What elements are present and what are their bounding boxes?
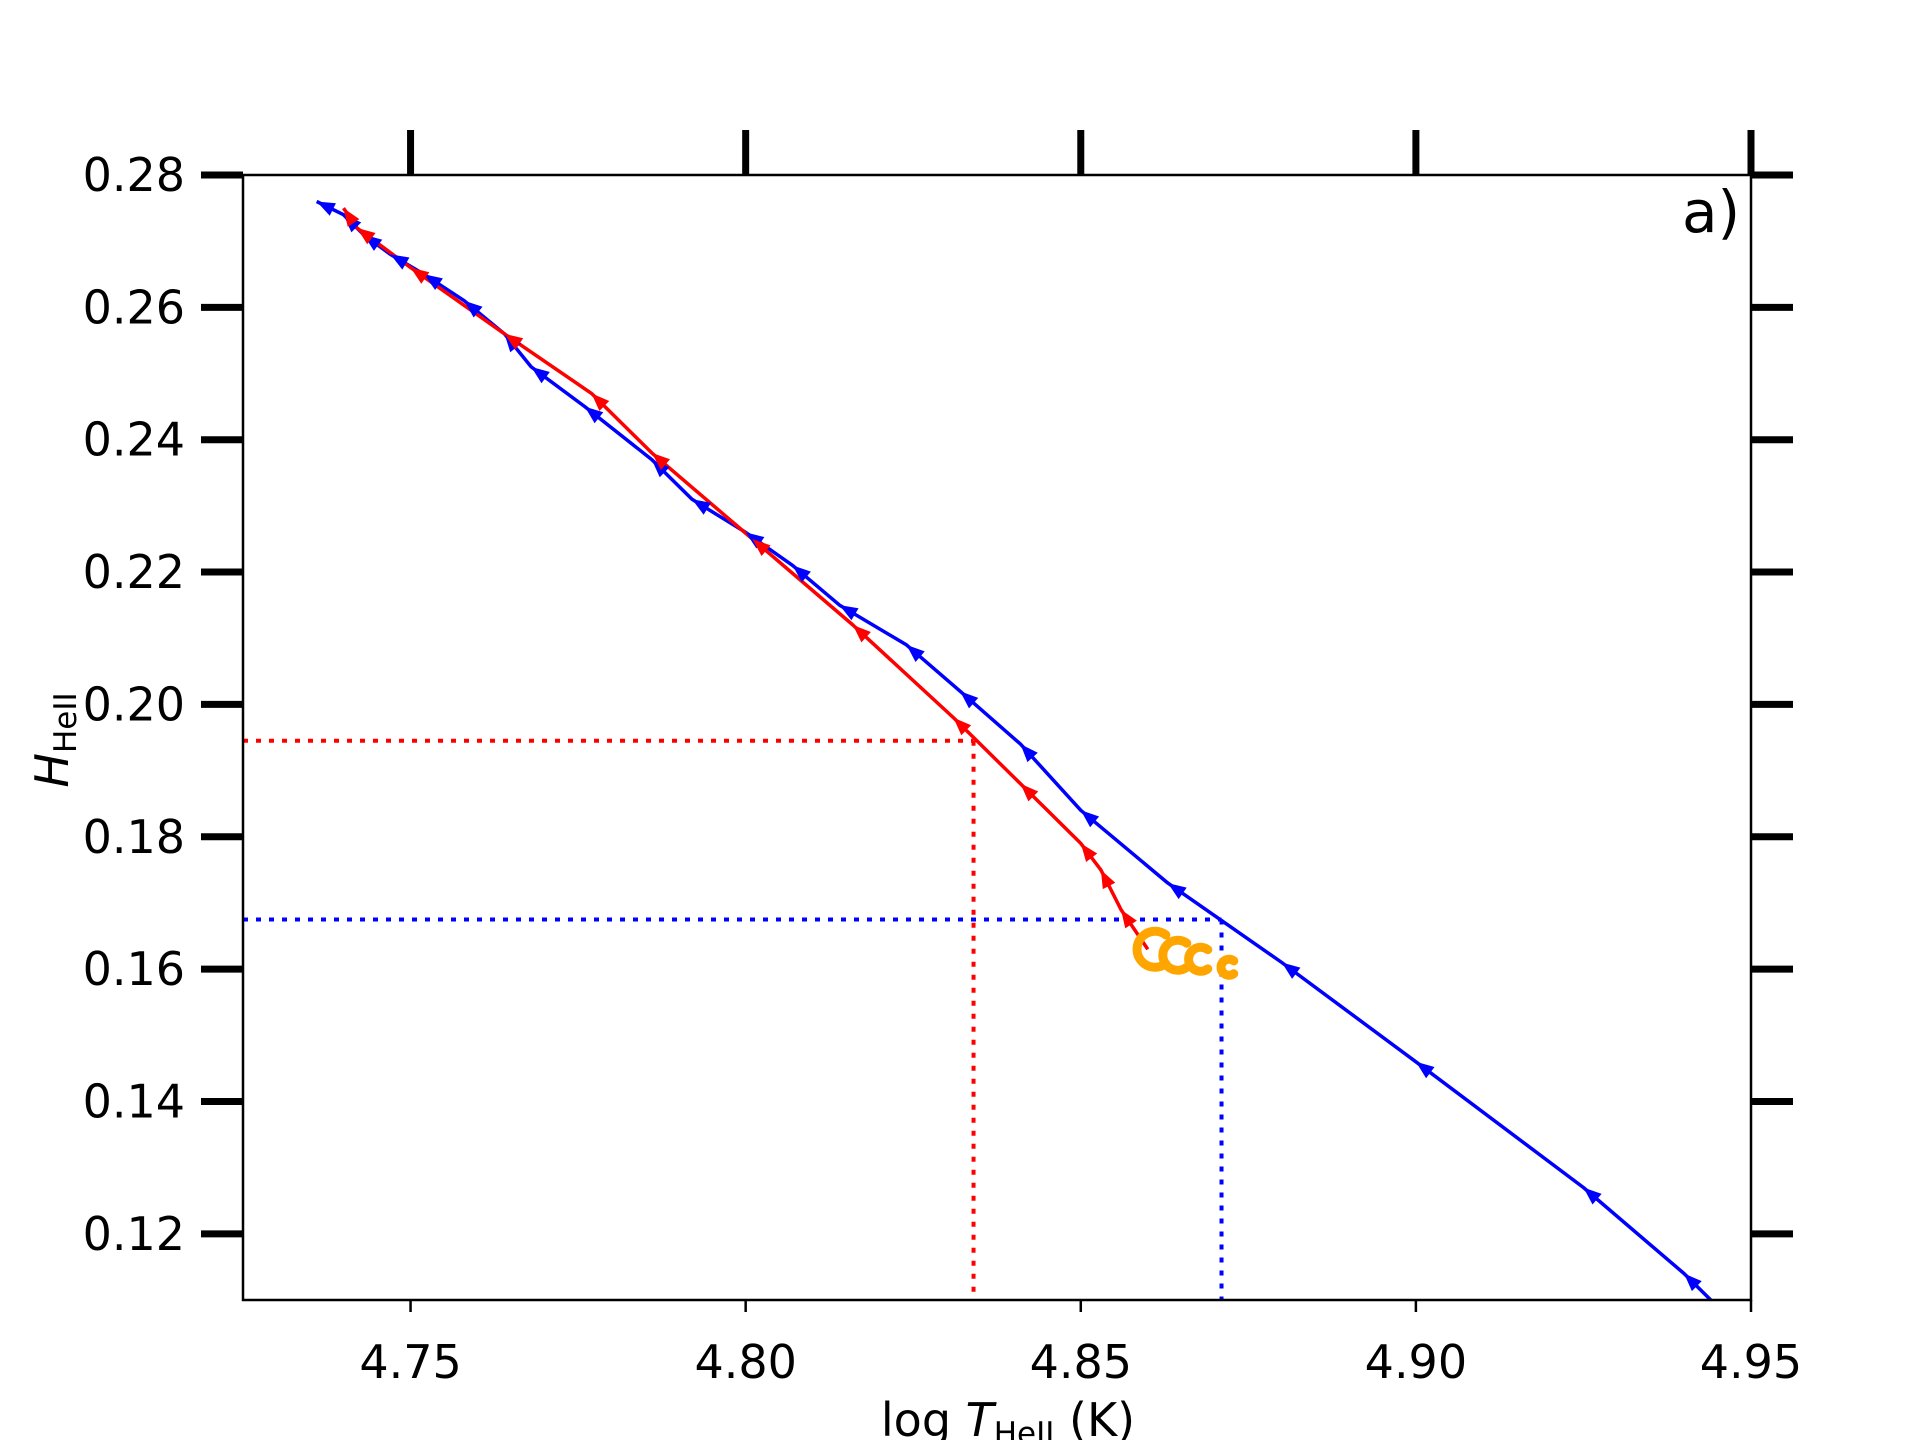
arrow-point-0-19	[424, 274, 443, 291]
y-tick-label-3: 0.18	[83, 810, 185, 864]
arrow-point-0-3	[1415, 1061, 1435, 1079]
arrow-point-1-3	[1080, 843, 1098, 862]
arrow-point-0-13	[692, 499, 711, 515]
series-line-0	[315, 199, 1713, 1302]
arrow-point-0-9	[906, 644, 925, 662]
series-lines	[315, 199, 1713, 1302]
axis-ticks	[201, 130, 1793, 1312]
panel-label: a)	[1682, 178, 1740, 246]
arrow-point-1-9	[591, 393, 610, 412]
arrow-point-1-5	[953, 717, 972, 736]
y-axis-label-sub: HeII	[48, 692, 84, 753]
arrow-point-1-2	[1100, 869, 1116, 890]
orange-marker-0-3	[1216, 954, 1239, 980]
arrow-point-0-1	[1684, 1273, 1702, 1292]
y-tick-label-0: 0.12	[83, 1207, 185, 1261]
arrow-point-1-8	[651, 452, 671, 470]
arrow-point-0-20	[390, 254, 410, 270]
arrow-point-0-7	[1020, 744, 1038, 763]
arrow-point-1-11	[410, 267, 430, 284]
y-tick-label-5: 0.22	[83, 545, 185, 599]
y-tick-label-2: 0.16	[83, 942, 185, 996]
x-tick-label-4: 4.95	[1700, 1335, 1802, 1389]
arrow-point-0-18	[464, 300, 483, 318]
x-tick-label-0: 4.75	[359, 1335, 461, 1389]
arrow-point-1-1	[1121, 909, 1137, 929]
y-tick-label-8: 0.28	[83, 148, 185, 202]
arrow-point-0-16	[531, 366, 550, 384]
y-axis-label-var: H	[25, 753, 79, 788]
orange-marker-0-2	[1184, 942, 1213, 976]
reference-lines	[243, 738, 1224, 1300]
x-axis-label-suffix: (K)	[1054, 1393, 1135, 1440]
arrow-point-1-13	[343, 208, 360, 227]
arrow-point-0-6	[1080, 810, 1100, 828]
direction-arrows	[316, 201, 1702, 1292]
y-axis-label: HHeII	[25, 692, 84, 787]
y-tick-label-1: 0.14	[83, 1074, 185, 1128]
series-line-1	[342, 207, 1150, 951]
arrow-point-0-11	[792, 565, 811, 583]
arrow-point-1-10	[504, 333, 524, 350]
arrow-point-0-2	[1583, 1187, 1602, 1205]
arrow-point-1-4	[1020, 783, 1039, 802]
arrow-point-1-6	[852, 625, 871, 643]
y-tick-label-6: 0.24	[83, 413, 185, 467]
arrow-point-1-12	[356, 227, 376, 245]
y-tick-label-7: 0.26	[83, 280, 185, 334]
plot-frame	[241, 173, 1753, 1302]
arrow-point-1-7	[752, 539, 771, 557]
orange-marker-0-1	[1158, 935, 1192, 975]
x-axis-label-prefix: log	[881, 1393, 966, 1440]
arrow-point-0-5	[1167, 883, 1187, 900]
arrow-point-0-8	[960, 691, 979, 709]
x-tick-label-3: 4.90	[1365, 1335, 1467, 1389]
x-axis-label-var: T	[966, 1393, 998, 1440]
x-tick-label-2: 4.85	[1030, 1335, 1132, 1389]
axis-tick-labels: 4.75 4.80 4.85 4.90 4.95 0.12 0.14 0.16 0.18 0.20…	[83, 148, 1803, 1389]
x-tick-label-1: 4.80	[694, 1335, 796, 1389]
orange-markers	[1132, 926, 1239, 980]
x-axis-label: log THeII (K)	[881, 1393, 1135, 1440]
arrow-point-0-15	[584, 406, 604, 424]
x-axis-label-sub: HeII	[994, 1416, 1055, 1440]
orange-marker-0-0	[1132, 926, 1171, 972]
arrow-point-0-10	[839, 605, 859, 621]
y-tick-label-4: 0.20	[83, 677, 185, 731]
arrow-point-0-4	[1281, 962, 1301, 979]
arrow-point-0-23	[316, 201, 336, 216]
